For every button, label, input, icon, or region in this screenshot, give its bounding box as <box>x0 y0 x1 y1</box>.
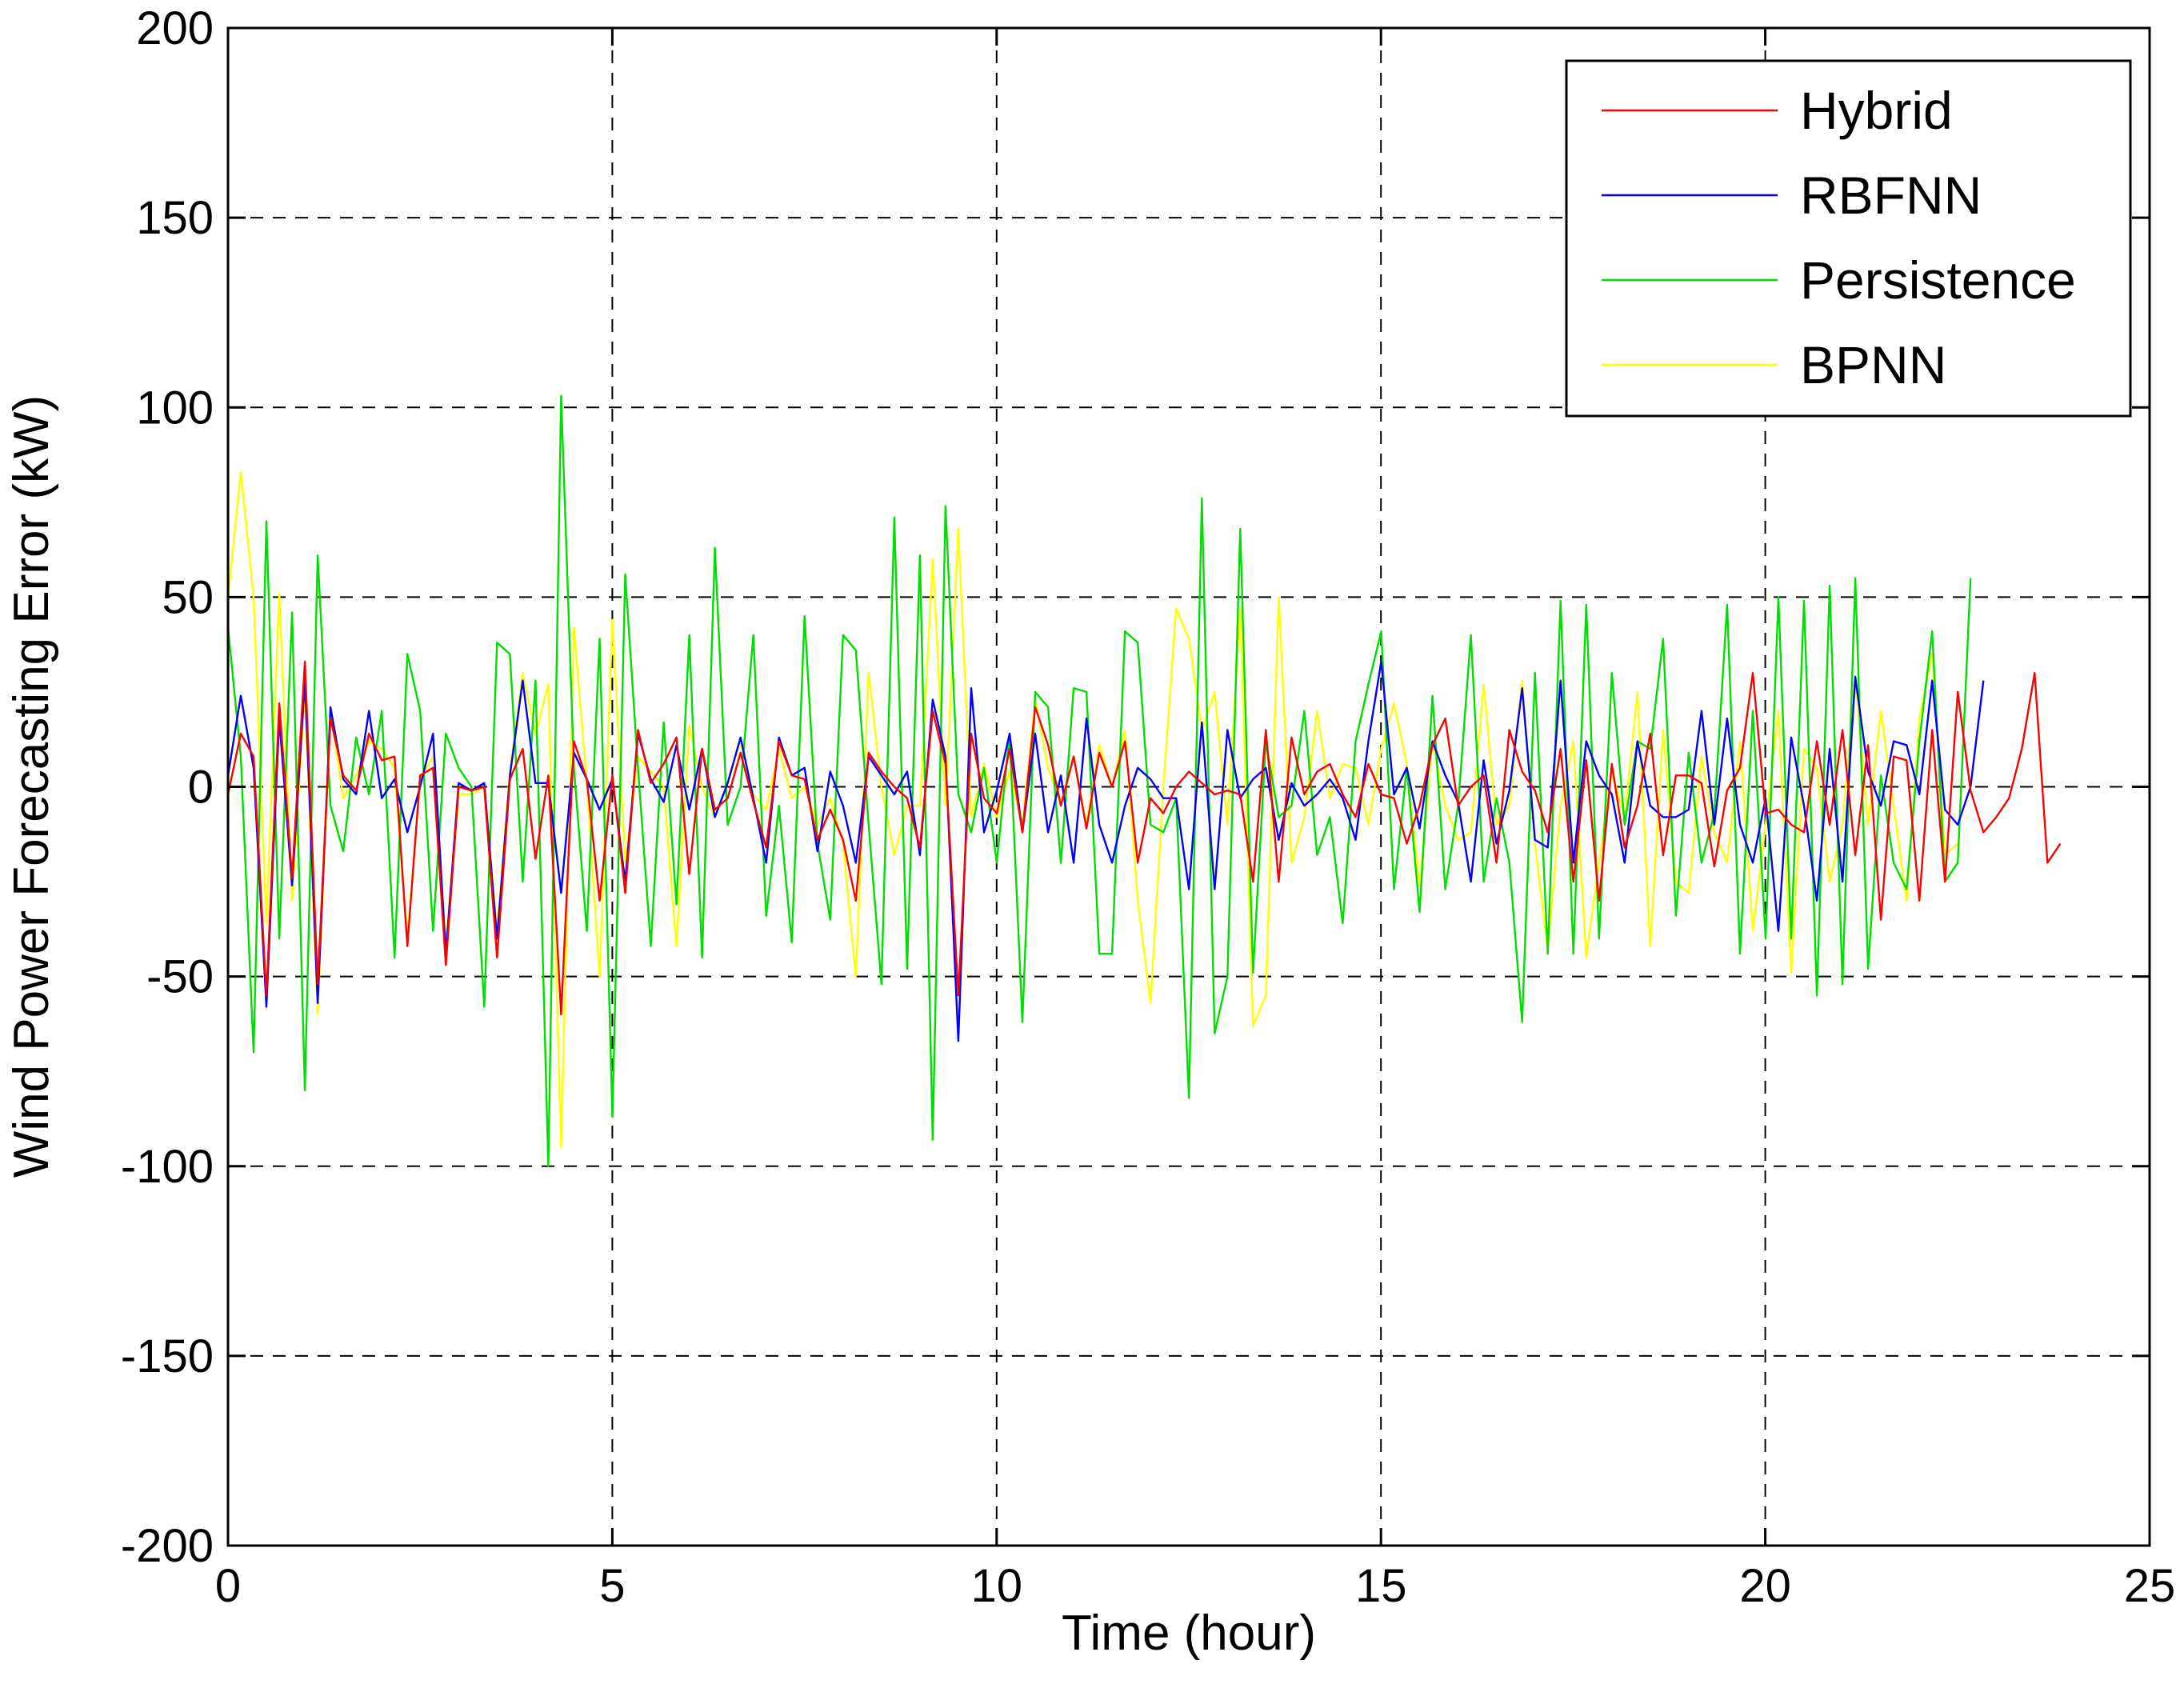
x-tick-label: 25 <box>2124 1560 2176 1612</box>
series-line-persistence <box>226 394 1972 1168</box>
legend-box <box>1565 59 2132 418</box>
y-tick-label: -100 <box>121 1141 214 1193</box>
x-ticks: 0 5 10 15 20 25 <box>215 28 2175 1612</box>
y-axis-label: Wind Power Forecasting Error (kW) <box>4 395 59 1178</box>
x-tick-label: 10 <box>971 1560 1023 1612</box>
y-tick-label: 50 <box>162 571 214 623</box>
legend: Hybrid RBFNN Persistence BPNN <box>1565 59 2132 418</box>
y-tick-label: -50 <box>146 951 214 1003</box>
y-tick-label: 100 <box>136 382 214 434</box>
series-line-rbfnn <box>226 660 1985 1042</box>
y-tick-label: 200 <box>136 2 214 54</box>
x-tick-label: 15 <box>1355 1560 1407 1612</box>
legend-label-bpnn: BPNN <box>1800 335 1946 394</box>
x-tick-label: 0 <box>215 1560 241 1612</box>
x-tick-label: 5 <box>599 1560 625 1612</box>
y-tick-label: 150 <box>136 192 214 244</box>
y-tick-label: 0 <box>188 762 214 814</box>
y-tick-label: -150 <box>121 1330 214 1382</box>
legend-label-persistence: Persistence <box>1800 250 2076 310</box>
y-ticks: 200 150 100 50 0 -50 -100 -150 -200 <box>121 2 2150 1572</box>
series-line-hybrid <box>226 660 2062 1016</box>
x-axis-label: Time (hour) <box>1062 1606 1316 1661</box>
legend-label-hybrid: Hybrid <box>1800 81 1953 140</box>
legend-label-rbfnn: RBFNN <box>1800 166 1982 225</box>
y-tick-label: -200 <box>121 1520 214 1572</box>
series-layer <box>226 394 2062 1168</box>
x-tick-label: 20 <box>1739 1560 1791 1612</box>
